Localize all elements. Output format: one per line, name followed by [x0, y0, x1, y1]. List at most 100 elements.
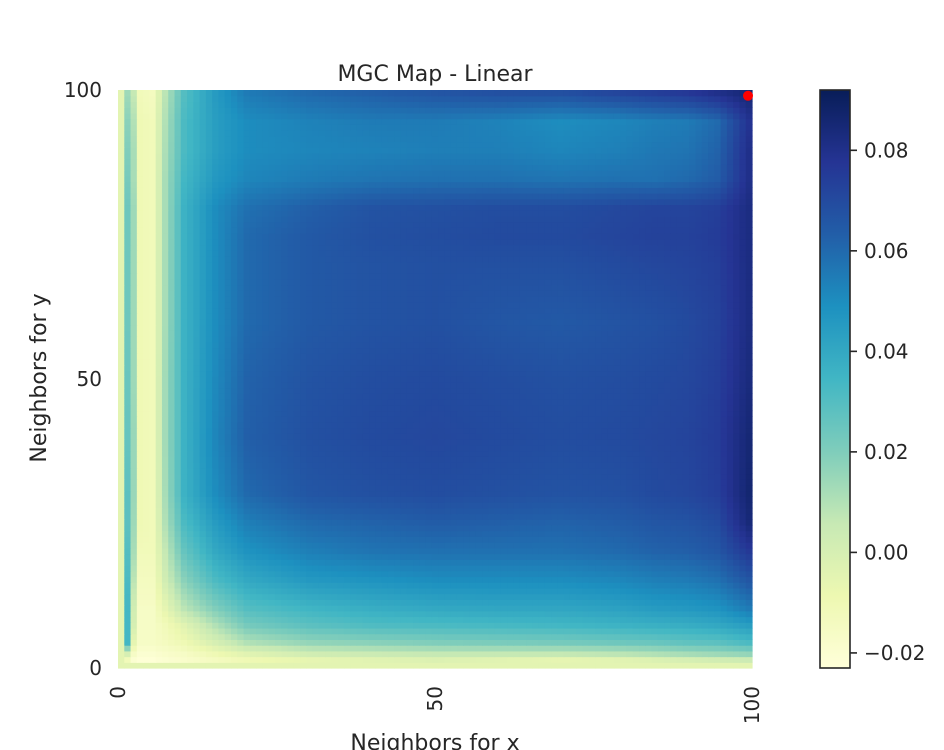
heatmap-cell [356, 542, 364, 549]
heatmap-cell [180, 627, 188, 635]
heatmap-cell [300, 404, 307, 412]
heatmap-cell [463, 513, 471, 520]
heatmap-cell [293, 450, 301, 457]
heatmap-cell [306, 524, 314, 532]
heatmap-cell [155, 530, 163, 537]
heatmap-cell [413, 416, 420, 423]
heatmap-cell [538, 456, 546, 463]
heatmap-cell [243, 650, 251, 658]
heatmap-cell [714, 416, 722, 423]
heatmap-cell [224, 593, 232, 600]
heatmap-cell [551, 559, 559, 566]
heatmap-cell [274, 421, 282, 429]
heatmap-cell [557, 542, 565, 549]
heatmap-cell [362, 393, 370, 400]
heatmap-cell [161, 559, 169, 566]
heatmap-cell [237, 421, 245, 429]
heatmap-cell [413, 582, 420, 589]
heatmap-cell [620, 564, 628, 572]
heatmap-cell [494, 587, 502, 595]
heatmap-cell [293, 381, 301, 389]
heatmap-cell [124, 467, 132, 475]
heatmap-cell [212, 570, 220, 578]
heatmap-cell [670, 393, 678, 400]
heatmap-cell [620, 456, 628, 463]
heatmap-cell [394, 484, 402, 492]
heatmap-cell [381, 404, 389, 412]
heatmap-cell [356, 553, 364, 560]
heatmap-cell [343, 502, 351, 509]
heatmap-cell [249, 496, 257, 503]
heatmap-cell [262, 479, 270, 486]
heatmap-cell [607, 399, 615, 406]
heatmap-cell [463, 536, 471, 543]
heatmap-cell [494, 564, 502, 572]
heatmap-cell [287, 650, 295, 658]
heatmap-cell [507, 410, 515, 417]
heatmap-cell [293, 616, 301, 623]
heatmap-cell [180, 507, 188, 515]
heatmap-cell [632, 599, 640, 606]
heatmap-cell [394, 616, 402, 623]
heatmap-cell [538, 599, 546, 606]
heatmap-cell [639, 513, 646, 520]
heatmap-cell [300, 587, 307, 595]
heatmap-cell [733, 616, 741, 623]
heatmap-cell [406, 662, 414, 669]
heatmap-cell [664, 416, 671, 423]
heatmap-cell [381, 416, 389, 423]
heatmap-cell [406, 627, 414, 635]
heatmap-cell [651, 582, 659, 589]
heatmap-cell [243, 616, 251, 623]
heatmap-cell [375, 427, 383, 434]
heatmap-cell [268, 599, 276, 606]
heatmap-cell [588, 387, 596, 394]
heatmap-cell [312, 622, 320, 629]
heatmap-cell [362, 616, 370, 623]
heatmap-cell [425, 570, 433, 578]
heatmap-cell [733, 393, 741, 400]
heatmap-cell [350, 456, 358, 463]
heatmap-cell [456, 622, 464, 629]
heatmap-cell [331, 513, 339, 520]
heatmap-cell [557, 484, 565, 492]
heatmap-cell [632, 616, 640, 623]
heatmap-cell [456, 444, 464, 452]
heatmap-cell [293, 570, 301, 578]
heatmap-cell [318, 616, 326, 623]
heatmap-cell [513, 645, 521, 652]
heatmap-cell [331, 656, 339, 663]
heatmap-cell [526, 393, 533, 400]
heatmap-cell [444, 622, 452, 629]
heatmap-cell [331, 605, 339, 612]
heatmap-cell [645, 553, 653, 560]
heatmap-cell [639, 421, 646, 429]
heatmap-cell [413, 633, 420, 640]
heatmap-cell [431, 587, 439, 595]
heatmap-cell [193, 479, 201, 486]
heatmap-cell [218, 564, 226, 572]
heatmap-cell [394, 433, 402, 440]
heatmap-cell [312, 421, 320, 429]
heatmap-cell [500, 404, 508, 412]
heatmap-cell [212, 587, 220, 595]
heatmap-cell [639, 610, 646, 618]
heatmap-cell [375, 542, 383, 549]
heatmap-cell [714, 605, 722, 612]
heatmap-cell [500, 399, 508, 406]
heatmap-cell [180, 633, 188, 640]
heatmap-cell [526, 570, 533, 578]
heatmap-cell [645, 524, 653, 532]
heatmap-cell [243, 639, 251, 646]
heatmap-cell [551, 639, 559, 646]
heatmap-cell [676, 450, 684, 457]
heatmap-cell [293, 421, 301, 429]
heatmap-cell [670, 410, 678, 417]
heatmap-cell [287, 559, 295, 566]
heatmap-cell [249, 490, 257, 497]
heatmap-cell [174, 393, 182, 400]
heatmap-cell [456, 524, 464, 532]
heatmap-cell [136, 547, 144, 555]
heatmap-cell [569, 496, 577, 503]
heatmap-cell [337, 404, 345, 412]
